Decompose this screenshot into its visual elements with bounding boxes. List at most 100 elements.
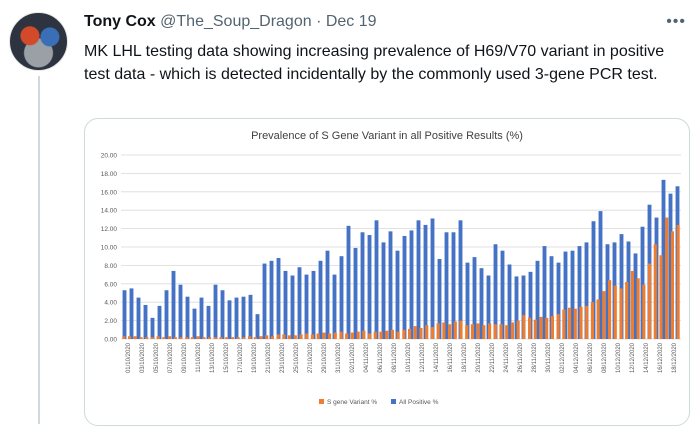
- bar-all-positive: [556, 262, 561, 339]
- bar-all-positive: [493, 244, 498, 339]
- bar-variant: [253, 337, 257, 339]
- bar-all-positive: [171, 270, 176, 339]
- bar-all-positive: [661, 179, 666, 339]
- author-name[interactable]: Tony Cox: [84, 13, 156, 30]
- bar-variant: [362, 330, 366, 339]
- bar-all-positive: [633, 253, 638, 339]
- tweet-image-card[interactable]: Prevalence of S Gene Variant in all Posi…: [84, 118, 690, 426]
- chart-svg: 0.00 2.00 4.00 6.00 8.00 10.00 12.00 14.00 16.00…: [101, 153, 681, 406]
- y-tick-label: 14.00: [101, 208, 118, 215]
- bar-variant: [368, 333, 372, 339]
- bar-all-positive: [178, 284, 183, 339]
- bar-variant: [293, 335, 297, 339]
- bar-variant: [282, 334, 286, 339]
- bar-all-positive: [626, 241, 631, 339]
- x-tick-label: 18/12/2020: [672, 342, 678, 373]
- bar-variant: [568, 307, 572, 339]
- bar-all-positive: [563, 251, 568, 339]
- bar-all-positive: [206, 305, 211, 339]
- bar-all-positive: [297, 267, 302, 339]
- x-tick-label: 08/11/2020: [392, 342, 398, 372]
- bar-all-positive: [549, 256, 554, 339]
- bar-variant: [476, 323, 480, 339]
- legend-label: All Positive %: [399, 399, 439, 406]
- x-tick-label: 20/11/2020: [476, 342, 482, 372]
- bar-all-positive: [136, 297, 141, 339]
- bar-variant: [442, 322, 446, 339]
- bar-all-positive: [360, 232, 365, 339]
- bar-all-positive: [276, 258, 281, 339]
- bar-all-positive: [437, 258, 442, 339]
- bar-variant: [213, 337, 217, 339]
- bar-variant: [670, 231, 674, 339]
- bar-variant: [413, 326, 417, 339]
- bar-all-positive: [542, 246, 547, 339]
- x-tick-label: 16/12/2020: [658, 342, 664, 373]
- bar-variant: [470, 324, 474, 339]
- bar-all-positive: [199, 297, 204, 339]
- bar-all-positive: [332, 274, 337, 339]
- bar-variant: [333, 332, 337, 339]
- bar-all-positive: [353, 247, 358, 339]
- bar-variant: [533, 319, 537, 339]
- bar-all-positive: [234, 297, 239, 339]
- bar-variant: [310, 334, 314, 339]
- author-handle[interactable]: @The_Soup_Dragon: [160, 13, 312, 30]
- bar-variant: [545, 317, 549, 339]
- y-tick-label: 10.00: [101, 245, 118, 252]
- bar-variant: [510, 322, 514, 339]
- bar-variant: [236, 337, 240, 339]
- y-tick-label: 4.00: [104, 300, 117, 307]
- bar-variant: [339, 331, 343, 339]
- bar-variant: [162, 337, 166, 339]
- chart-title: Prevalence of S Gene Variant in all Posi…: [251, 130, 523, 142]
- bar-variant: [590, 302, 594, 339]
- x-tick-label: 26/11/2020: [518, 342, 524, 372]
- x-tick-label: 05/10/2020: [154, 342, 160, 373]
- x-tick-label: 15/10/2020: [224, 342, 230, 373]
- bar-variant: [179, 337, 183, 339]
- bar-all-positive: [346, 225, 351, 339]
- bar-variant: [248, 336, 252, 339]
- x-tick-label: 22/11/2020: [490, 342, 496, 372]
- tweet-date[interactable]: Dec 19: [325, 13, 377, 30]
- bar-all-positive: [570, 250, 575, 339]
- bar-all-positive: [605, 244, 610, 339]
- x-tick-label: 07/10/2020: [168, 342, 174, 373]
- bar-variant: [562, 309, 566, 339]
- tweet-header: Tony Cox @The_Soup_Dragon · Dec 19: [84, 13, 377, 31]
- more-horizontal-icon[interactable]: •••: [666, 13, 686, 30]
- bar-variant: [676, 224, 680, 339]
- bar-all-positive: [444, 232, 449, 339]
- bar-variant: [425, 325, 429, 339]
- bar-all-positive: [395, 250, 400, 339]
- bar-all-positive: [451, 232, 456, 339]
- x-tick-label: 29/10/2020: [322, 342, 328, 373]
- y-tick-label: 16.00: [101, 189, 118, 196]
- bar-all-positive: [248, 294, 253, 339]
- bar-variant: [208, 337, 212, 339]
- bar-variant: [619, 288, 623, 339]
- bar-variant: [408, 328, 412, 339]
- bar-all-positive: [318, 260, 323, 339]
- x-tick-label: 17/10/2020: [238, 342, 244, 373]
- bar-all-positive: [129, 288, 134, 339]
- bar-variant: [202, 337, 206, 339]
- x-tick-label: 30/11/2020: [546, 342, 552, 372]
- bar-all-positive: [388, 231, 393, 339]
- bar-variant: [230, 337, 234, 339]
- x-tick-label: 14/11/2020: [434, 342, 440, 372]
- avatar[interactable]: [9, 12, 68, 71]
- y-tick-label: 18.00: [101, 171, 118, 178]
- bar-all-positive: [465, 262, 470, 339]
- bar-variant: [173, 337, 177, 339]
- bar-variant: [390, 329, 394, 339]
- bar-variant: [373, 331, 377, 339]
- x-tick-label: 27/10/2020: [308, 342, 314, 373]
- tweet-text: MK LHL testing data showing increasing p…: [84, 43, 665, 83]
- bar-variant: [356, 331, 360, 339]
- bar-variant: [328, 333, 332, 339]
- y-tick-label: 8.00: [104, 263, 117, 270]
- x-tick-label: 21/10/2020: [266, 342, 272, 373]
- bar-variant: [636, 278, 640, 339]
